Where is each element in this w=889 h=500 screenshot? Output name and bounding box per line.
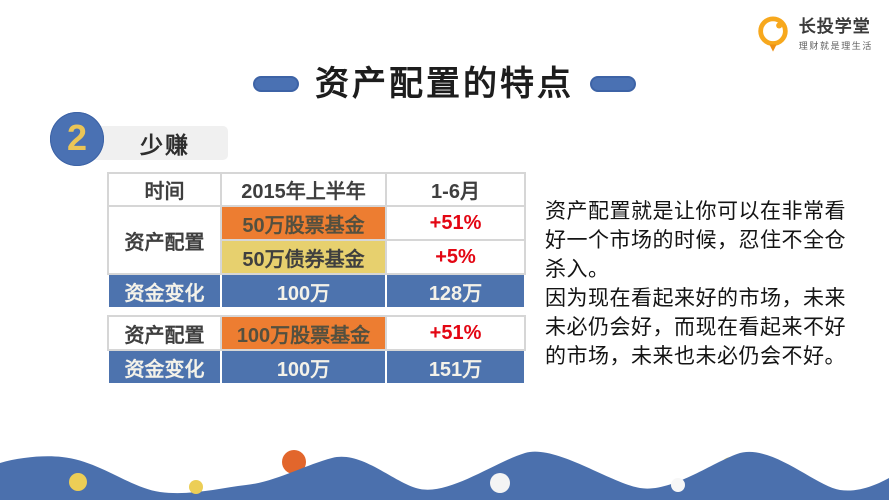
allocation-label-1: 资产配置 bbox=[107, 205, 222, 275]
note-paragraph-1: 资产配置就是让你可以在非常看好一个市场的时候，忍住不全仓杀入。 bbox=[545, 200, 846, 281]
wave-dot-white bbox=[490, 473, 510, 493]
wave-dot-orange bbox=[282, 450, 306, 474]
table-row: 资金变化 100万 151万 bbox=[107, 349, 526, 385]
brand-name: 长投学堂 bbox=[798, 17, 871, 36]
section-number: 2 bbox=[66, 117, 88, 158]
allocation-stock-fund-2: 100万股票基金 bbox=[220, 315, 387, 351]
allocation-stock-fund-1: 50万股票基金 bbox=[220, 205, 387, 241]
table-row: 资产配置 50万股票基金 +51% bbox=[107, 205, 526, 275]
table-row: 资金变化 100万 128万 bbox=[107, 273, 526, 309]
title-dash-right bbox=[590, 76, 636, 92]
table-header-row: 时间 2015年上半年 1-6月 bbox=[107, 172, 526, 207]
note-paragraph-2: 因为现在看起来好的市场，未来未必仍会好，而现在看起来不好的市场，未来也未必仍会不… bbox=[545, 287, 846, 368]
return-stock-1: +51% bbox=[385, 205, 526, 241]
brand-tagline: 理财就是理生活 bbox=[798, 41, 873, 51]
title-dash-left bbox=[253, 76, 299, 92]
table-row: 50万债券基金 +5% bbox=[108, 239, 526, 275]
change-from-2: 100万 bbox=[220, 349, 387, 385]
header-months: 1-6月 bbox=[385, 172, 526, 207]
note-text-block: 资产配置就是让你可以在非常看好一个市场的时候，忍住不全仓杀入。 因为现在看起来好… bbox=[545, 197, 849, 371]
section-label: 少赚 bbox=[140, 132, 190, 158]
table-row: 资产配置 100万股票基金 +51% bbox=[107, 315, 526, 351]
return-bond-1: +5% bbox=[385, 239, 526, 275]
wave-dot-white-small bbox=[671, 478, 685, 492]
bottom-wave-decoration bbox=[0, 450, 889, 500]
allocation-bond-fund-1: 50万债券基金 bbox=[220, 239, 387, 275]
header-period: 2015年上半年 bbox=[220, 172, 387, 207]
wave-dot-yellow-left bbox=[69, 473, 87, 491]
section-number-circle: 2 bbox=[50, 112, 104, 166]
change-label-1: 资金变化 bbox=[107, 273, 222, 309]
wave-dot-yellow-small bbox=[189, 480, 203, 494]
brand-logo: 长投学堂 理财就是理生活 bbox=[754, 13, 873, 56]
table-spacer-row bbox=[108, 308, 525, 316]
return-stock-2: +51% bbox=[385, 315, 526, 351]
page-title: 资产配置的特点 bbox=[315, 65, 574, 103]
lightbulb-bubble-icon bbox=[758, 16, 788, 52]
change-from-1: 100万 bbox=[220, 273, 387, 309]
change-label-2: 资金变化 bbox=[107, 349, 222, 385]
allocation-label-2: 资产配置 bbox=[107, 315, 222, 351]
comparison-table: 时间 2015年上半年 1-6月 资产配置 50万股票基金 +51% 50万债券… bbox=[107, 172, 526, 385]
change-to-2: 151万 bbox=[385, 349, 526, 385]
header-time: 时间 bbox=[107, 172, 222, 207]
title-row: 资产配置的特点 bbox=[0, 64, 889, 104]
change-to-1: 128万 bbox=[385, 273, 526, 309]
